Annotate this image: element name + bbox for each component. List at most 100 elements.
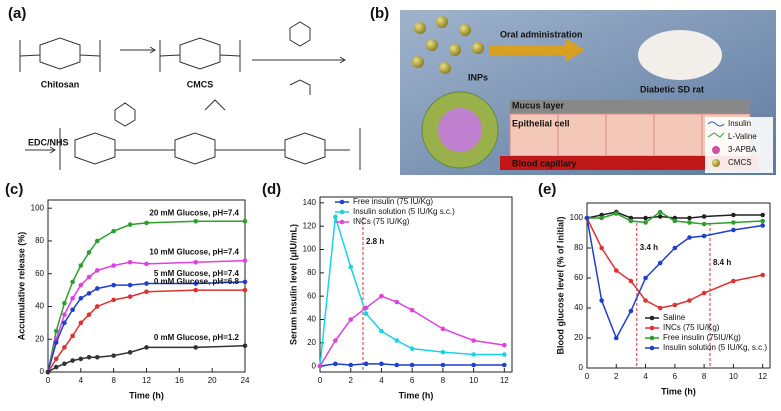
y-tick-label: 0 — [40, 367, 45, 376]
data-point — [440, 362, 446, 368]
data-point — [657, 214, 663, 219]
data-point — [111, 353, 116, 358]
series-label: 20 mM Glucose, pH=7.4 — [149, 208, 239, 217]
data-point — [731, 278, 736, 284]
legend-label: Insulin solution (5 IU/Kg s.c.) — [353, 207, 455, 216]
y-tick-label: 100 — [303, 245, 317, 254]
legend-label: 3-APBA — [728, 145, 757, 154]
data-point — [111, 282, 116, 288]
data-point — [628, 218, 634, 224]
x-axis-label: Time (h) — [399, 390, 434, 400]
data-point — [53, 364, 59, 370]
x-tick-label: 0 — [318, 376, 323, 385]
x-tick-label: 12 — [500, 376, 509, 385]
data-point — [70, 295, 75, 301]
series-line — [47, 281, 246, 373]
compound-label: CMCS — [187, 79, 214, 89]
panel-label: (c) — [5, 181, 23, 198]
data-point — [144, 261, 149, 267]
data-point — [242, 258, 248, 263]
data-point — [53, 356, 59, 362]
legend-marker — [339, 199, 345, 205]
data-point — [348, 317, 354, 322]
plot-frame — [319, 196, 513, 373]
legend-label: L-Valine — [728, 132, 757, 141]
data-point — [760, 272, 765, 278]
y-tick-label: 120 — [303, 221, 317, 230]
data-point — [409, 346, 415, 351]
nanoparticle-core — [438, 108, 482, 152]
plot-frame — [586, 202, 771, 369]
data-point — [409, 362, 415, 368]
y-tick-label: 20 — [35, 334, 44, 343]
data-point — [144, 220, 149, 226]
y-tick-label: 40 — [574, 303, 583, 312]
data-point — [643, 215, 648, 221]
data-point — [86, 250, 92, 255]
y-tick-label: 0 — [312, 361, 317, 370]
x-axis-label: Time (h) — [661, 386, 696, 396]
y-tick-label: 80 — [35, 236, 44, 245]
data-point — [317, 363, 323, 369]
data-point — [62, 320, 67, 326]
data-point — [127, 222, 133, 227]
legend-symbol — [707, 121, 725, 127]
data-point — [70, 307, 75, 313]
data-point — [127, 350, 133, 355]
legend-label: INCs (75 IU/Kg) — [353, 217, 410, 226]
series-line — [586, 217, 763, 309]
data-point — [78, 320, 84, 326]
data-point — [333, 338, 338, 343]
data-point — [86, 274, 92, 280]
data-point — [144, 281, 149, 286]
x-tick-label: 6 — [673, 372, 678, 381]
arrowhead — [49, 146, 56, 154]
scene-label: Diabetic SD rat — [640, 84, 704, 94]
legend-label: Insulin — [728, 119, 751, 128]
data-point — [62, 345, 67, 350]
x-tick-label: 12 — [758, 372, 767, 381]
data-point — [502, 352, 507, 357]
legend-marker — [339, 219, 345, 225]
scene-label: Mucus layer — [512, 100, 565, 110]
data-point — [127, 294, 133, 299]
x-tick-label: 20 — [208, 376, 217, 385]
x-tick-label: 4 — [643, 372, 648, 381]
y-tick-label: 40 — [35, 302, 44, 311]
legend-label: Free insulin (75IU/Kg) — [663, 333, 741, 342]
data-point — [86, 291, 92, 296]
y-axis-label: Blood glucose level (% of initial) — [555, 216, 565, 354]
data-point — [193, 345, 199, 350]
data-point — [242, 279, 248, 285]
data-point — [394, 299, 400, 305]
reaction-arrow — [120, 49, 345, 61]
data-point — [78, 356, 84, 362]
legend-label: INCs (75 IU/Kg) — [663, 323, 720, 332]
x-tick-label: 6 — [410, 376, 415, 385]
data-point — [687, 220, 692, 225]
blood-capillary — [500, 156, 758, 170]
data-point — [348, 362, 354, 368]
data-point — [657, 209, 663, 215]
data-point — [643, 298, 648, 303]
nanoparticles — [412, 16, 484, 74]
x-tick-label: 2 — [348, 376, 353, 385]
data-point — [70, 279, 75, 285]
x-tick-label: 16 — [175, 376, 184, 385]
reagent-label: EDC/NHS — [28, 137, 69, 147]
data-point — [687, 298, 692, 303]
series-line — [47, 220, 245, 373]
panel-label: (e) — [538, 181, 556, 198]
data-point — [613, 211, 619, 216]
y-tick-label: 60 — [307, 291, 316, 300]
data-point — [687, 215, 692, 221]
data-point — [672, 218, 678, 224]
data-point — [94, 304, 100, 309]
data-point — [53, 328, 59, 334]
data-point — [62, 361, 67, 367]
data-point — [394, 362, 400, 368]
data-point — [193, 287, 199, 293]
y-tick-label: 20 — [307, 338, 316, 347]
data-point — [643, 275, 648, 281]
data-point — [45, 369, 51, 375]
